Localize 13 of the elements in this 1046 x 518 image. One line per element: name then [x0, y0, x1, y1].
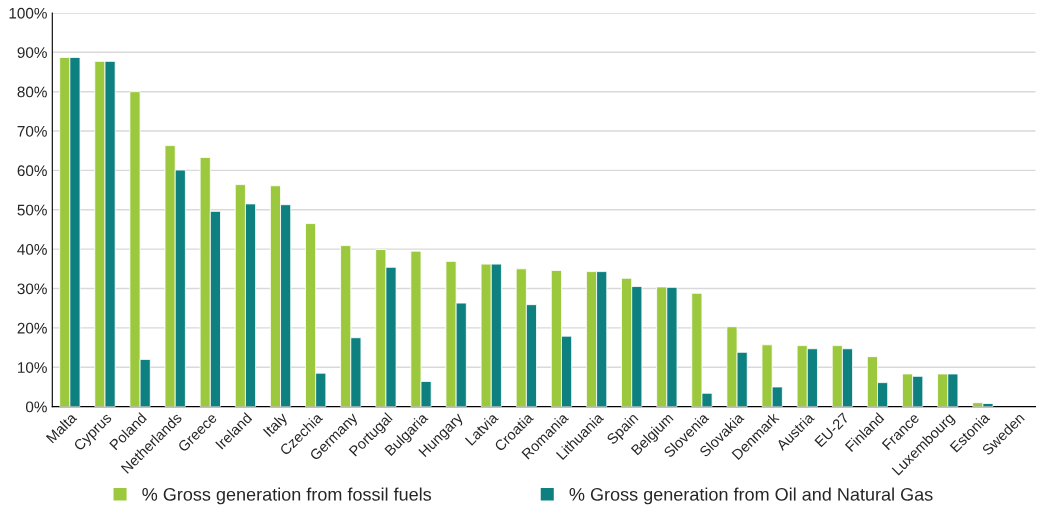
y-tick-label: 100% [9, 7, 47, 19]
y-tick-label: 20% [17, 322, 47, 334]
y-tick-label: 50% [17, 204, 47, 216]
y-tick-label: 30% [17, 283, 47, 295]
y-tick-label: 70% [17, 125, 47, 137]
y-tick-label: 80% [17, 86, 47, 98]
y-tick-label: 10% [18, 362, 47, 373]
legend-label: % Gross generation from Oil and Natural Gas [569, 487, 933, 505]
y-tick-label: 40% [17, 244, 47, 255]
y-tick-label: 60% [17, 165, 47, 177]
legend-label: % Gross generation from fossil fuels [142, 487, 432, 505]
y-tick-label: 90% [17, 47, 47, 58]
y-tick-label: 0% [25, 401, 47, 413]
